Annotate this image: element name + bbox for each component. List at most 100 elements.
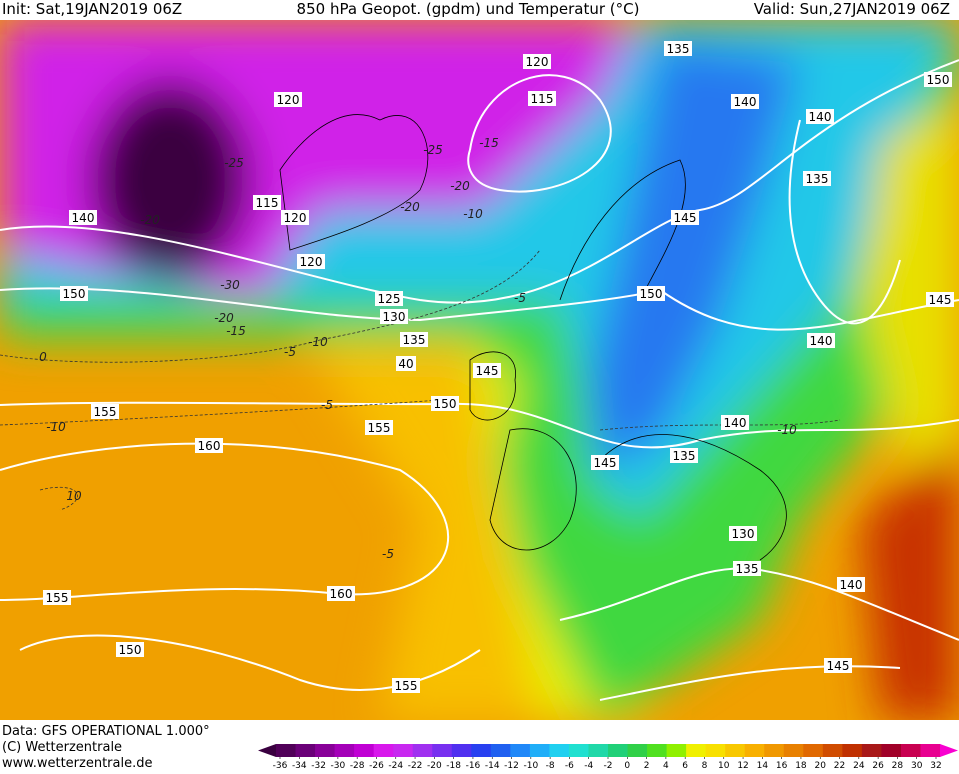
- temperature-label: -10: [46, 420, 66, 434]
- colorbar-swatch: [686, 744, 707, 757]
- geopotential-label-box: [824, 658, 852, 673]
- coastlines: [279, 114, 787, 561]
- geopotential-label-box: [729, 526, 757, 541]
- colorbar-tick-label: 28: [892, 761, 904, 770]
- geopotential-label-box: [671, 210, 699, 225]
- geopotential-label: 145: [476, 364, 499, 378]
- geopotential-label-box: [473, 363, 501, 378]
- geopotential-label: 150: [927, 73, 950, 87]
- geopotential-label: 140: [840, 578, 863, 592]
- colorbar-swatch: [393, 744, 414, 757]
- geopotential-label: 160: [330, 587, 353, 601]
- temperature-label: -15: [479, 136, 499, 150]
- geopotential-label: 150: [640, 287, 663, 301]
- colorbar-swatch: [568, 744, 589, 757]
- temperature-label: -5: [284, 345, 296, 359]
- colorbar-tick-label: -4: [584, 761, 593, 770]
- geopotential-label-box: [195, 438, 223, 453]
- colorbar-swatch: [315, 744, 336, 757]
- geopotential-label-box: [637, 286, 665, 301]
- colorbar-swatch: [920, 744, 941, 757]
- geopotential-label: 130: [383, 310, 406, 324]
- geopotential-label-box: [837, 577, 865, 592]
- colorbar-swatch: [764, 744, 785, 757]
- geopotential-label: 150: [119, 643, 142, 657]
- colorbar-tick-label: -6: [565, 761, 574, 770]
- colorbar-tick-label: -28: [350, 761, 365, 770]
- colorbar-tick-label: 20: [815, 761, 827, 770]
- geopotential-contours: [0, 59, 959, 701]
- geopotential-label: 140: [724, 416, 747, 430]
- colorbar-swatch: [842, 744, 863, 757]
- field-dark: [90, 80, 250, 280]
- geopotential-label-box: [396, 356, 416, 371]
- geopotential-label-box: [392, 678, 420, 693]
- colorbar-tick-label: -32: [311, 761, 326, 770]
- temperature-label: -20: [214, 311, 234, 325]
- footer-copyright: (C) Wetterzentrale: [2, 740, 122, 755]
- colorbar-swatch: [647, 744, 668, 757]
- temperature-label: -25: [224, 156, 244, 170]
- geopotential-label: 135: [667, 42, 690, 56]
- init-text: Init: Sat,19JAN2019 06Z: [2, 0, 182, 18]
- geopotential-label-box: [733, 561, 761, 576]
- geopotential-label: 120: [284, 211, 307, 225]
- geopotential-label: 140: [809, 110, 832, 124]
- geopotential-label: 125: [378, 292, 401, 306]
- geopotential-label: 150: [434, 397, 457, 411]
- geopotential-label-box: [523, 54, 551, 69]
- colorbar-tick-label: 2: [644, 761, 650, 770]
- geopotential-label: 155: [94, 405, 117, 419]
- geopotential-label: 155: [46, 591, 69, 605]
- geopotential-label: 115: [256, 196, 279, 210]
- colorbar-tick-label: 30: [911, 761, 923, 770]
- colorbar-tick-label: -26: [369, 761, 384, 770]
- geopotential-label-box: [43, 590, 71, 605]
- temperature-label: -10: [308, 335, 328, 349]
- geopotential-label-box: [528, 91, 556, 106]
- colorbar-tick-label: -12: [504, 761, 519, 770]
- colorbar-arrow-left: [258, 744, 276, 757]
- temperature-label: -20: [450, 179, 470, 193]
- colorbar-tick-label: -30: [331, 761, 346, 770]
- temperature-label: -25: [423, 143, 443, 157]
- valid-text: Valid: Sun,27JAN2019 06Z: [754, 0, 950, 18]
- colorbar-tick-label: -22: [408, 761, 423, 770]
- field-east-yellow: [860, 100, 959, 460]
- header-bar: [0, 0, 959, 20]
- colorbar-swatch: [412, 744, 433, 757]
- geopotential-label-box: [365, 420, 393, 435]
- geopotential-label-box: [253, 195, 281, 210]
- field-blue: [590, 40, 800, 470]
- geopotential-label: 145: [674, 211, 697, 225]
- colorbar-swatch: [549, 744, 570, 757]
- colorbar-swatch: [608, 744, 629, 757]
- temperature-label: -5: [514, 291, 526, 305]
- geopotential-label-box: [807, 333, 835, 348]
- geopotential-labels: 120 115 120 120 140 150 125 130 135 40 145 150 155 15…: [43, 41, 954, 693]
- geopotential-label-box: [400, 332, 428, 347]
- colorbar-swatch: [588, 744, 609, 757]
- geopotential-label-box: [803, 171, 831, 186]
- geopotential-label: 135: [403, 333, 426, 347]
- colorbar-swatch: [529, 744, 550, 757]
- colorbar-tick-label: -8: [546, 761, 555, 770]
- colorbar-swatch: [900, 744, 921, 757]
- colorbar-swatch: [432, 744, 453, 757]
- colorbar-swatch: [725, 744, 746, 757]
- colorbar-swatch: [354, 744, 375, 757]
- geopotential-label-box: [731, 94, 759, 109]
- colorbar-swatch: [666, 744, 687, 757]
- geopotential-label: 120: [526, 55, 549, 69]
- geopotential-label: 120: [300, 255, 323, 269]
- geopotential-label: 155: [368, 421, 391, 435]
- geopotential-label: 150: [63, 287, 86, 301]
- geopotential-label-box: [721, 415, 749, 430]
- geopotential-label-box: [380, 309, 408, 324]
- colorbar-tick-label: -34: [292, 761, 307, 770]
- geopotential-label: 40: [398, 357, 413, 371]
- colorbar-swatch: [295, 744, 316, 757]
- colorbar-arrow-right: [940, 744, 958, 757]
- geopotential-label: 155: [395, 679, 418, 693]
